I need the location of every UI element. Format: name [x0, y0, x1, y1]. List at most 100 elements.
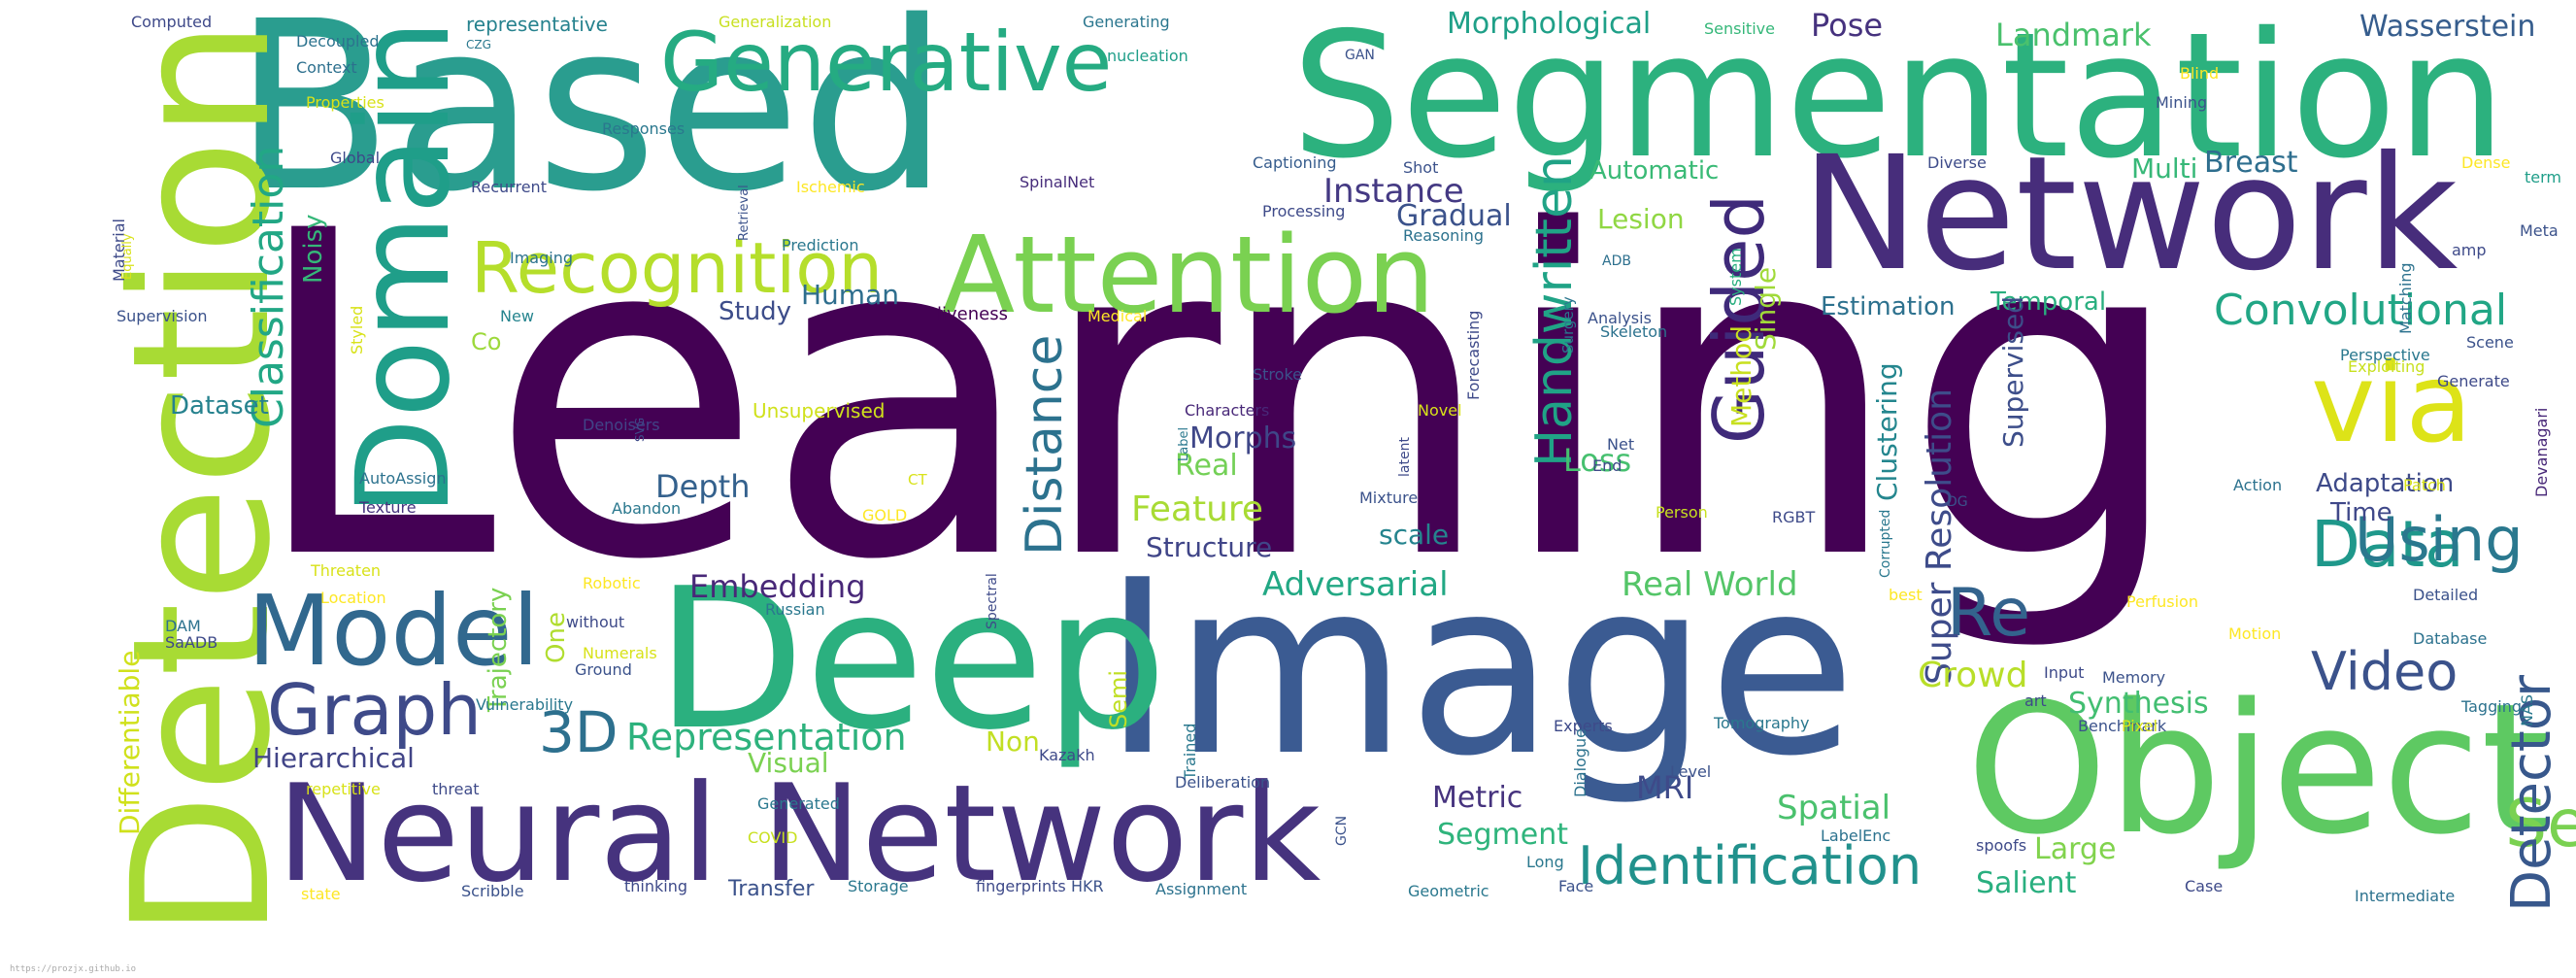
cloud-word: Segmentation: [1291, 0, 2507, 196]
cloud-word: Scribble: [461, 882, 524, 900]
cloud-word: Exploiting: [2348, 357, 2425, 376]
cloud-word: RGBT: [1772, 508, 1816, 526]
cloud-word: Robotic: [583, 574, 641, 592]
cloud-word: nucleation: [1107, 47, 1188, 65]
cloud-word: threat: [432, 780, 480, 798]
cloud-word: Benchmark: [2078, 717, 2167, 735]
cloud-word: Analysis: [1588, 309, 1652, 327]
cloud-word: Noisy: [299, 214, 328, 284]
cloud-word: Differentiable: [114, 650, 146, 835]
cloud-word: Study: [719, 297, 792, 326]
cloud-word: Action: [2233, 476, 2283, 494]
cloud-word: Detailed: [2413, 586, 2479, 604]
cloud-word: GCN: [1334, 815, 1350, 846]
cloud-word: Identification: [1578, 835, 1923, 896]
cloud-word: Imaging: [510, 249, 574, 267]
cloud-word: Real: [1175, 449, 1238, 483]
cloud-word: Data: [2311, 507, 2464, 582]
cloud-word: Co: [471, 328, 502, 355]
cloud-word: DG: [1947, 494, 1968, 510]
cloud-word: SpinalNet: [1020, 173, 1095, 191]
cloud-word: Tagging: [2461, 697, 2522, 716]
cloud-word: Tomography: [1714, 714, 1810, 732]
cloud-word: Large: [2034, 832, 2117, 866]
cloud-word: latent: [1397, 437, 1413, 477]
cloud-word: Novel: [1418, 401, 1462, 420]
cloud-word: Using: [2355, 504, 2524, 575]
cloud-word: Numerals: [583, 644, 657, 662]
cloud-word: DAM: [165, 617, 201, 635]
cloud-word: ADB: [1602, 253, 1631, 269]
cloud-word: Threaten: [311, 561, 382, 580]
cloud-word: Landmark: [1995, 17, 2152, 53]
cloud-word: Experts: [1554, 717, 1613, 735]
cloud-word: GOLD: [862, 506, 908, 524]
cloud-word: Depth: [655, 468, 751, 505]
cloud-word: Mining: [2156, 93, 2208, 112]
cloud-word: Deep: [655, 547, 1168, 773]
cloud-word: Deliberation: [1175, 773, 1271, 792]
cloud-word: Properties: [306, 93, 385, 112]
cloud-word: Morphological: [1447, 7, 1652, 41]
cloud-word: Skeleton: [1600, 322, 1668, 341]
cloud-word: Video: [2311, 641, 2459, 702]
cloud-word: fingerprints: [976, 877, 1066, 895]
cloud-word: Convolutional: [2214, 286, 2508, 335]
cloud-word: Embedding: [689, 568, 866, 605]
cloud-word: Feature: [1131, 489, 1264, 529]
cloud-word: Generalization: [719, 13, 832, 31]
cloud-word: Generating: [1083, 13, 1170, 31]
cloud-word: Matching: [2396, 262, 2415, 334]
cloud-word: Pose: [1811, 7, 1884, 44]
cloud-word: art: [2024, 691, 2047, 710]
cloud-word: Meta: [2520, 221, 2559, 240]
cloud-word: Trained: [1181, 723, 1199, 780]
cloud-word: Assignment: [1155, 880, 1248, 898]
cloud-word: Denoisers: [583, 416, 660, 434]
cloud-word: Captioning: [1253, 153, 1337, 172]
cloud-word: Texture: [359, 498, 417, 517]
cloud-word: Gradual: [1396, 199, 1512, 233]
cloud-word: Supervision: [117, 307, 208, 325]
cloud-word: Vulnerability: [476, 695, 574, 714]
cloud-word: Memory: [2102, 668, 2166, 687]
cloud-word: Instance: [1323, 172, 1464, 211]
cloud-word: Patch: [2403, 476, 2446, 494]
cloud-word: Method: [1725, 324, 1757, 427]
cloud-word: Trajectory: [484, 587, 513, 712]
cloud-word: Spectral: [985, 573, 1000, 629]
cloud-word: Characters: [1185, 401, 1270, 420]
cloud-word: Label: [1177, 426, 1191, 461]
cloud-word: Adversarial: [1262, 565, 1449, 604]
cloud-word: End: [1592, 456, 1623, 475]
cloud-word: Representation: [626, 716, 907, 759]
cloud-word: Hierarchical: [252, 742, 415, 774]
cloud-word: Real World: [1622, 565, 1798, 604]
cloud-word: LabelEnc: [1821, 826, 1891, 845]
cloud-word: state: [301, 885, 341, 903]
cloud-word: MRI: [1636, 769, 1694, 806]
cloud-word: Structure: [1146, 531, 1273, 563]
cloud-word: Person: [1656, 503, 1708, 522]
cloud-word: Storage: [848, 877, 909, 895]
cloud-word: Retrieval: [737, 185, 752, 241]
cloud-word: Perspective: [2340, 346, 2430, 364]
cloud-word: Image: [1102, 529, 1857, 809]
cloud-word: Prediction: [782, 236, 859, 254]
cloud-word: AutoAssign: [359, 469, 447, 488]
cloud-word: Ischemic: [796, 178, 865, 196]
cloud-word: Intermediate: [2355, 887, 2456, 905]
cloud-word: Automatic: [1589, 156, 1720, 185]
cloud-word: Self: [2505, 786, 2576, 862]
cloud-word: Distance: [1016, 334, 1074, 556]
cloud-word: Sensitive: [1704, 19, 1775, 38]
cloud-word: Devanagari: [2532, 407, 2551, 497]
cloud-word: via: [2311, 341, 2473, 467]
cloud-word: Processing: [1262, 202, 1346, 220]
cloud-word: Context: [296, 58, 357, 77]
cloud-word: Neural Network: [277, 756, 1321, 912]
cloud-word: Recurrent: [471, 178, 547, 196]
cloud-word: Learning: [248, 138, 2188, 658]
cloud-word: Decoupled: [296, 32, 380, 51]
